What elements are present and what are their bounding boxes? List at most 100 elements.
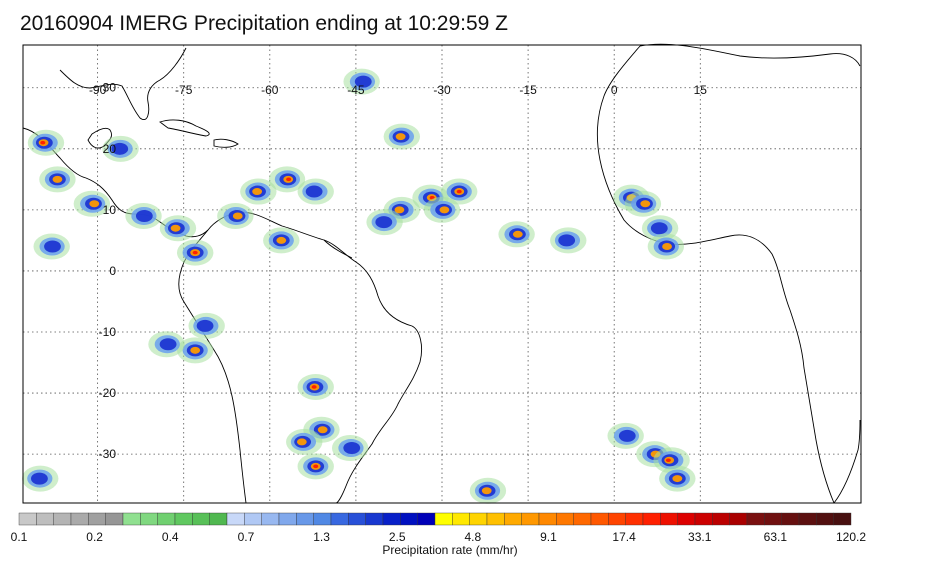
colorbar-swatch <box>226 512 245 526</box>
coastline-north-africa <box>639 43 861 67</box>
colorbar-swatch <box>330 512 349 526</box>
precipitation-cell <box>607 422 644 449</box>
precipitation-contour <box>481 487 492 495</box>
latitude-label: -20 <box>99 386 117 400</box>
colorbar-swatch <box>157 512 176 526</box>
colorbar-tick-label: 1.3 <box>313 530 330 544</box>
precipitation-contour <box>662 243 672 251</box>
precipitation-cell <box>659 465 696 492</box>
latitude-label: -10 <box>99 325 117 339</box>
colorbar-swatch <box>400 512 418 526</box>
colorbar-swatch <box>140 512 158 526</box>
coastline-east-africa <box>833 419 861 504</box>
precipitation-cells <box>22 68 696 504</box>
precipitation-cell <box>148 331 185 358</box>
longitude-label: -45 <box>347 83 365 97</box>
precipitation-cell <box>268 166 306 193</box>
precipitation-contour <box>286 177 292 182</box>
longitude-label: 0 <box>611 83 618 97</box>
colorbar-tick-label: 0.7 <box>238 530 255 544</box>
precipitation-cell <box>550 227 587 254</box>
colorbar-swatch <box>764 512 782 526</box>
colorbar-swatch <box>833 512 852 526</box>
precipitation-contour <box>512 230 523 238</box>
precipitation-contour <box>276 236 287 244</box>
colorbar-swatch <box>122 512 141 526</box>
coastline-yucatan <box>87 127 113 149</box>
precipitation-cell <box>33 233 70 260</box>
colorbar-swatch <box>816 512 834 526</box>
precipitation-cell <box>383 123 421 150</box>
colorbar-swatch <box>712 512 730 526</box>
colorbar-swatch <box>278 512 297 526</box>
precipitation-cell <box>102 135 139 162</box>
coastline-cuba <box>159 119 210 137</box>
precipitation-contour <box>40 140 46 145</box>
colorbar-swatch <box>590 512 609 526</box>
precipitation-cell <box>423 196 461 223</box>
precipitation-cell <box>27 129 65 156</box>
precipitation-contour <box>375 216 393 229</box>
colorbar-swatch <box>660 512 678 526</box>
map-title: 20160904 IMERG Precipitation ending at 1… <box>20 12 508 35</box>
colorbar-swatch <box>781 512 800 526</box>
precipitation-contour <box>640 200 651 208</box>
coastline-hispaniola <box>213 138 239 148</box>
longitude-label: -60 <box>261 83 279 97</box>
precipitation-contour <box>232 212 243 220</box>
colorbar-swatch <box>417 512 436 526</box>
precipitation-contour <box>305 185 323 198</box>
colorbar-tick-labels: 0.1 0.2 0.4 0.7 1.3 2.5 4.8 9.1 17.4 33.1 63.1 120.… <box>11 530 867 544</box>
coastline-africa <box>596 45 835 504</box>
coastline-amazon-mouth <box>323 239 353 259</box>
latitude-label: 10 <box>103 203 117 217</box>
colorbar-swatch <box>573 512 592 526</box>
longitude-label: -75 <box>175 83 193 97</box>
precipitation-cell <box>653 447 690 474</box>
colorbar-tick-label: 120.2 <box>836 530 866 544</box>
colorbar-swatch <box>192 512 210 526</box>
colorbar-swatch <box>348 512 366 526</box>
colorbar-swatch <box>70 512 89 526</box>
precipitation-contour <box>311 385 317 389</box>
precipitation-contour <box>558 234 576 247</box>
longitude-label: 15 <box>694 83 708 97</box>
precipitation-cell <box>498 221 535 248</box>
colorbar-swatch <box>608 512 626 526</box>
precipitation-contour <box>317 426 328 434</box>
colorbar-tick-label: 0.1 <box>11 530 28 544</box>
grid-labels: -90 -75 -60 -45 -30 -15 0 15 30 20 10 0 -10 -20 -30 <box>89 81 707 461</box>
colorbar-swatch <box>88 512 106 526</box>
colorbar-tick-label: 0.2 <box>86 530 103 544</box>
precipitation-contour <box>196 319 214 332</box>
colorbar-swatch <box>469 512 488 526</box>
colorbar-tick-label: 63.1 <box>764 530 788 544</box>
precipitation-cell <box>188 312 225 339</box>
precipitation-cell <box>176 337 214 364</box>
colorbar-swatch <box>296 512 314 526</box>
precipitation-cell <box>39 166 76 193</box>
longitude-label: -30 <box>433 83 451 97</box>
precipitation-cell <box>469 477 507 504</box>
colorbar-swatch <box>746 512 765 526</box>
precipitation-contour <box>252 188 263 196</box>
colorbar-swatch <box>538 512 557 526</box>
precipitation-contour <box>190 346 201 354</box>
map-frame <box>22 44 862 504</box>
colorbar-swatch <box>694 512 713 526</box>
precipitation-contour <box>52 175 63 183</box>
precipitation-contour <box>192 250 198 255</box>
precipitation-contour <box>44 240 61 253</box>
precipitation-contour <box>89 200 100 208</box>
precipitation-cell <box>297 373 334 400</box>
longitude-label: -15 <box>519 83 537 97</box>
colorbar-swatch <box>486 512 505 526</box>
precipitation-contour <box>618 429 636 442</box>
precipitation-contour <box>343 442 361 455</box>
precipitation-cell <box>263 227 300 254</box>
precipitation-contour <box>111 142 129 155</box>
colorbar-swatch <box>434 512 453 526</box>
coastline-south-america <box>207 211 423 504</box>
precipitation-cell <box>22 465 59 492</box>
colorbar-swatch <box>18 512 37 526</box>
